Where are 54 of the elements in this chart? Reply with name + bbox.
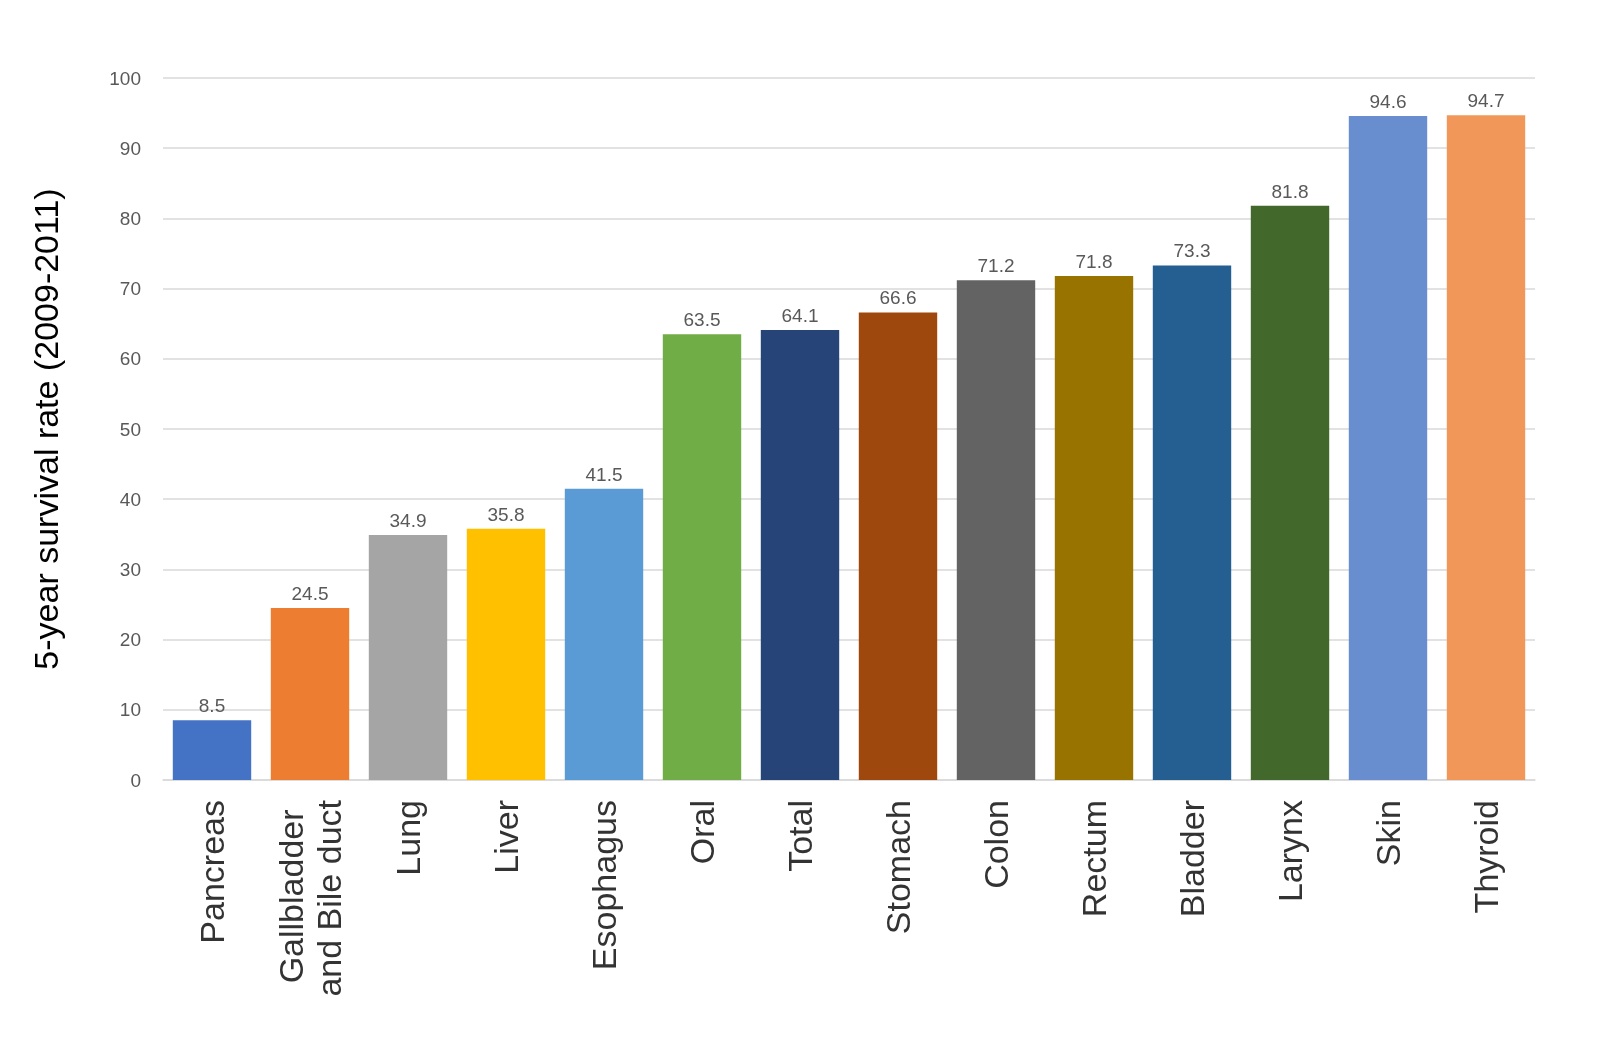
x-tick-label: Oral <box>683 800 721 865</box>
x-tick-label: Gallbladder and Bile duct <box>272 799 348 997</box>
y-tick-label: 60 <box>119 348 141 370</box>
y-tick-label: 80 <box>119 207 141 229</box>
y-tick-label: 90 <box>119 137 141 159</box>
x-tick-label: Rectum <box>1075 800 1113 918</box>
x-tick-label: Esophagus <box>585 800 623 971</box>
y-axis-title: 5-year survival rate (2009-2011) <box>27 188 65 670</box>
data-label: 66.6 <box>879 287 917 309</box>
x-tick-label: Pancreas <box>193 800 231 944</box>
data-label: 71.8 <box>1075 250 1113 272</box>
data-label: 35.8 <box>487 503 525 525</box>
bar <box>760 330 840 780</box>
x-tick-label: Lung <box>389 800 427 876</box>
bar <box>956 280 1036 780</box>
y-tick-label: 50 <box>119 418 141 440</box>
data-label: 64.1 <box>781 305 819 327</box>
bar <box>858 312 938 780</box>
x-tick-label: Stomach <box>879 800 917 935</box>
data-label: 41.5 <box>585 463 623 485</box>
x-tick-label: Larynx <box>1271 800 1309 903</box>
bar <box>368 535 448 780</box>
x-tick-label: Thyroid <box>1467 800 1505 914</box>
y-tick-label: 30 <box>119 558 141 580</box>
y-tick-label: 40 <box>119 488 141 510</box>
x-tick-label: Colon <box>977 800 1015 889</box>
bar <box>1446 115 1526 780</box>
data-label: 94.7 <box>1467 90 1505 112</box>
data-label: 34.9 <box>389 510 427 531</box>
bar <box>1250 205 1330 780</box>
y-tick-label: 100 <box>109 67 141 89</box>
x-tick-label: Bladder <box>1173 800 1211 918</box>
data-label: 63.5 <box>683 309 721 331</box>
bar <box>466 528 546 780</box>
y-tick-label: 10 <box>119 699 141 721</box>
x-tick-label: Total <box>781 800 819 872</box>
y-tick-label: 70 <box>119 278 141 300</box>
data-label: 94.6 <box>1369 90 1407 112</box>
data-label: 73.3 <box>1173 240 1211 262</box>
bar <box>1152 265 1232 780</box>
x-tick-label: Skin <box>1369 800 1407 867</box>
bar <box>172 720 252 780</box>
data-label: 8.5 <box>198 695 226 717</box>
bar <box>1054 275 1134 780</box>
data-label: 81.8 <box>1271 180 1309 202</box>
bar <box>564 488 644 780</box>
data-label: 71.2 <box>977 255 1015 277</box>
bar <box>270 608 350 780</box>
data-label: 24.5 <box>291 583 329 605</box>
y-tick-label: 20 <box>119 629 141 651</box>
x-tick-label: Liver <box>487 800 525 874</box>
y-tick-label: 0 <box>130 769 141 791</box>
bar <box>662 334 742 780</box>
bar <box>1348 115 1428 780</box>
